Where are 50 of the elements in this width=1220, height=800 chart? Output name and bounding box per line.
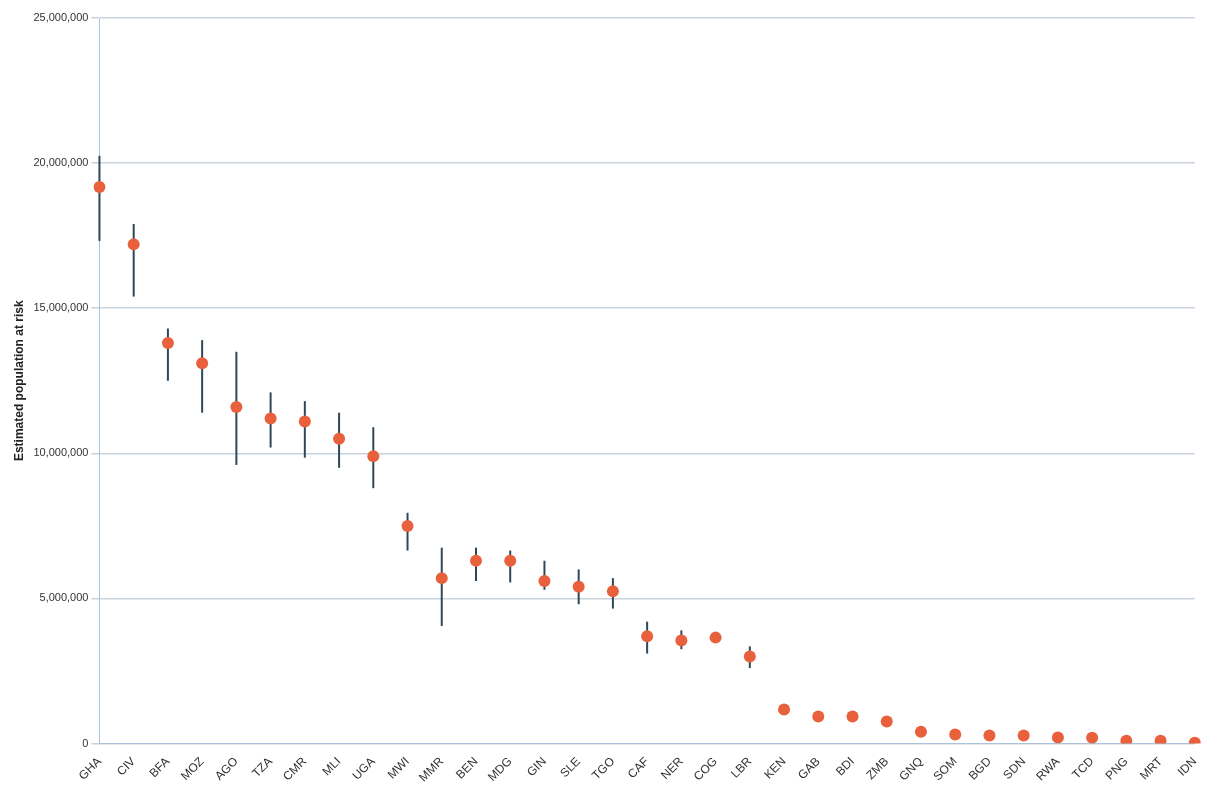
point	[778, 703, 791, 716]
point	[880, 715, 893, 728]
x-tick-label: GIN	[523, 754, 549, 780]
x-tick-label: GAB	[794, 754, 823, 783]
x-tick-label: MLI	[319, 754, 344, 779]
x-tick-label: BDI	[832, 754, 857, 779]
point	[1154, 734, 1167, 744]
x-tick-label: BFA	[146, 754, 173, 781]
point	[230, 400, 243, 413]
x-tick-label: TGO	[589, 754, 618, 783]
point	[709, 631, 722, 644]
point	[743, 650, 756, 663]
point	[161, 337, 174, 350]
point	[949, 728, 962, 741]
point	[435, 572, 448, 585]
point	[675, 634, 688, 647]
y-tick-label: 20,000,000	[33, 156, 89, 169]
point	[846, 710, 859, 723]
point	[1086, 731, 1099, 744]
y-axis-title: Estimated population at risk	[11, 300, 26, 462]
point	[367, 450, 380, 463]
point	[812, 710, 825, 723]
point	[641, 630, 654, 643]
point	[196, 357, 209, 370]
point	[504, 554, 517, 567]
y-tick-label: 5,000,000	[39, 591, 89, 604]
point	[1017, 729, 1030, 742]
x-tick-label: TCD	[1069, 753, 1097, 782]
point	[1120, 734, 1133, 744]
point	[333, 432, 346, 445]
point	[401, 519, 414, 532]
point	[983, 729, 996, 742]
point	[127, 238, 140, 251]
x-tick-label: SLE	[557, 754, 584, 781]
point	[298, 415, 311, 428]
point	[1051, 731, 1064, 744]
x-tick-label: IDN	[1174, 754, 1200, 779]
point	[606, 585, 619, 598]
x-tick-label: CIV	[114, 754, 139, 779]
y-tick-label: 10,000,000	[33, 446, 89, 459]
point	[469, 554, 482, 567]
y-tick-label: 0	[82, 736, 89, 749]
point	[914, 725, 927, 738]
point	[572, 580, 585, 593]
y-tick-label: 25,000,000	[33, 11, 89, 24]
point	[93, 180, 106, 193]
point	[264, 412, 277, 425]
x-tick-label: TZA	[249, 754, 276, 781]
point	[538, 575, 551, 588]
y-tick-label: 15,000,000	[33, 301, 89, 314]
